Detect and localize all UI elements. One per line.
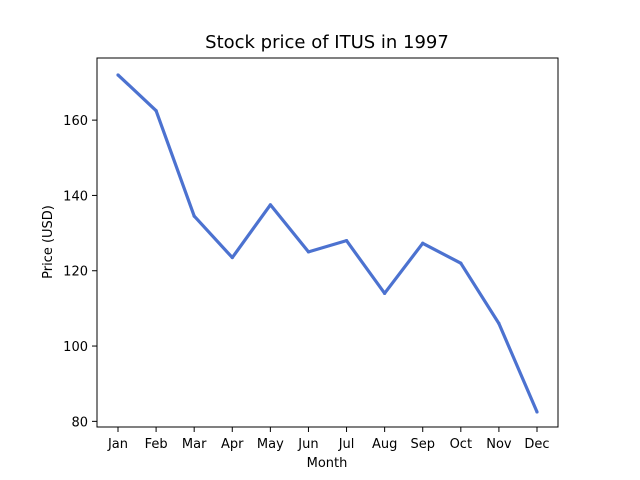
chart-title: Stock price of ITUS in 1997 (205, 32, 449, 53)
data-point (268, 203, 272, 207)
x-axis: Jan Feb Mar Apr May Jun Jul Aug Sep Oct Nov Dec (107, 427, 550, 452)
data-point (154, 109, 158, 113)
data-point (535, 410, 539, 414)
data-point (230, 255, 234, 260)
x-tick-label: Oct (450, 437, 472, 452)
y-tick-label: 140 (63, 189, 88, 204)
y-tick-label: 80 (71, 415, 88, 430)
data-point (344, 239, 349, 243)
x-tick-label: Jan (107, 437, 128, 452)
x-tick-label: May (257, 437, 284, 452)
x-tick-label: Jun (297, 437, 318, 452)
series-line (116, 73, 539, 413)
x-tick-label: Mar (182, 437, 207, 452)
data-point (421, 241, 425, 245)
x-axis-title: Month (307, 456, 348, 471)
x-tick-label: Apr (221, 437, 244, 452)
plot-area (96, 57, 559, 428)
x-tick-label: Jul (338, 437, 355, 452)
x-tick-label: Dec (524, 437, 549, 452)
data-point (383, 291, 387, 295)
y-axis: 80 100 120 140 160 (63, 114, 97, 430)
y-tick-label: 100 (63, 340, 88, 355)
y-tick-label: 160 (63, 114, 88, 129)
y-tick-label: 120 (63, 265, 88, 280)
x-tick-label: Sep (410, 437, 435, 452)
data-point (459, 261, 463, 265)
data-point (192, 214, 196, 218)
series-layer (116, 73, 539, 414)
plot-frame (96, 57, 559, 428)
y-axis-title: Price (USD) (41, 205, 56, 279)
data-point (116, 73, 120, 77)
x-tick-label: Feb (145, 437, 168, 452)
x-tick-label: Aug (372, 437, 397, 452)
x-tick-label: Nov (486, 437, 512, 452)
data-point (306, 250, 311, 254)
data-point (497, 321, 501, 326)
